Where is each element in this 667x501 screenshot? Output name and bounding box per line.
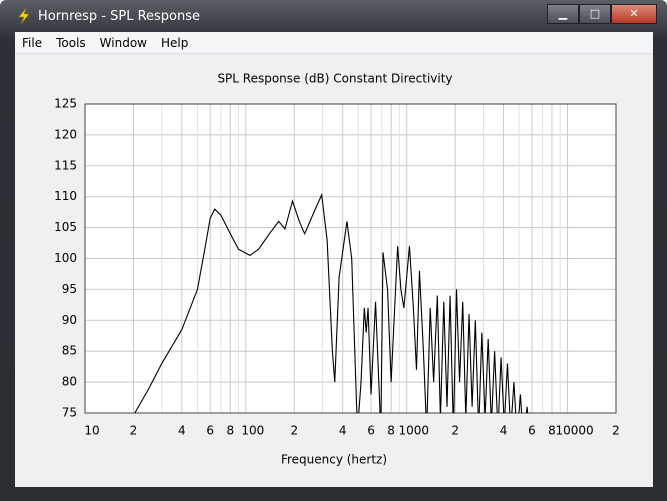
x-tick-label: 6: [206, 424, 214, 438]
x-tick-label: 10000: [555, 424, 593, 438]
x-tick-label: 8: [387, 424, 395, 438]
x-tick-label: 100: [241, 424, 264, 438]
plot-border: [84, 103, 617, 414]
y-tick-label: 120: [54, 127, 77, 141]
y-tick-label: 115: [54, 158, 77, 172]
menu-item[interactable]: Tools: [56, 35, 86, 50]
window-title: Hornresp - SPL Response: [38, 9, 201, 24]
app-icon: [18, 8, 30, 24]
menu-bar: File Tools Window Help: [15, 32, 653, 54]
x-tick-label: 6: [528, 424, 536, 438]
close-button[interactable]: ✕: [611, 4, 657, 24]
y-tick-label: 105: [54, 220, 77, 234]
x-tick-label: 4: [178, 424, 186, 438]
y-tick-label: 95: [62, 282, 77, 296]
x-tick-label: 2: [130, 424, 138, 438]
menu-item[interactable]: Window: [99, 35, 147, 50]
x-tick-label: 6: [367, 424, 375, 438]
chart-title: SPL Response (dB) Constant Directivity: [217, 72, 452, 86]
y-tick-label: 75: [62, 406, 77, 420]
spl-curve: [134, 192, 529, 413]
x-tick-label: 2: [612, 424, 620, 438]
x-tick-label: 4: [500, 424, 508, 438]
menu-item[interactable]: Help: [160, 35, 189, 50]
window-controls: ▁ □ ✕: [547, 4, 657, 24]
x-tick-label: 10: [84, 424, 99, 438]
y-tick-label: 90: [62, 313, 77, 327]
x-tick-label: 4: [339, 424, 347, 438]
x-tick-label: 1000: [398, 424, 429, 438]
menu-item[interactable]: File: [22, 35, 43, 50]
x-tick-label: 8: [226, 424, 234, 438]
y-tick-label: 80: [62, 375, 77, 389]
x-axis-label: Frequency (hertz): [281, 453, 387, 467]
y-tick-label: 85: [62, 344, 77, 358]
minimize-button[interactable]: ▁: [547, 4, 579, 24]
y-tick-label: 100: [54, 251, 77, 265]
y-tick-label: 110: [54, 189, 77, 203]
x-tick-label: 8: [548, 424, 556, 438]
x-tick-label: 2: [451, 424, 459, 438]
x-tick-label: 2: [290, 424, 298, 438]
maximize-button[interactable]: □: [579, 4, 611, 24]
y-tick-label: 125: [54, 97, 77, 111]
